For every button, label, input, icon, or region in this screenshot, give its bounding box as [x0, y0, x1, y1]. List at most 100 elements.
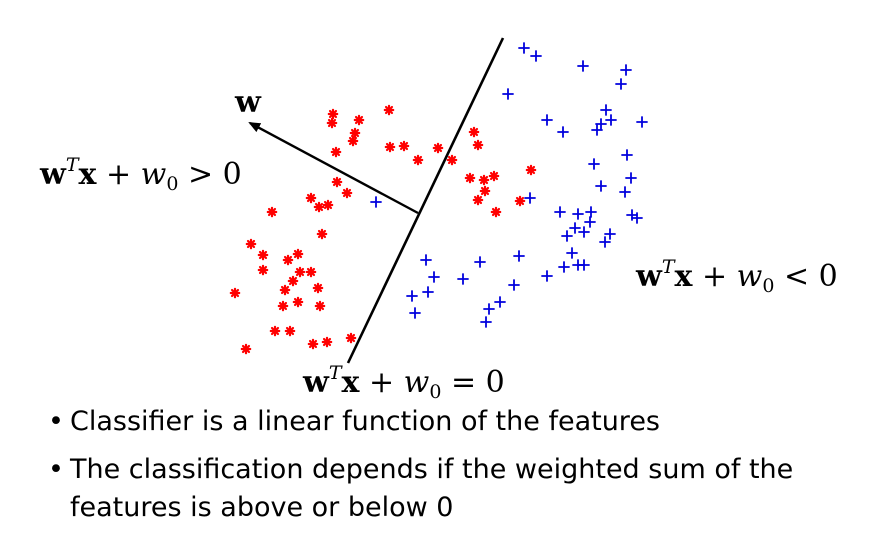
negative-point-marker: [599, 236, 611, 248]
positive-point-marker: [287, 275, 299, 287]
positive-point-marker: [479, 185, 491, 197]
bnd-w: w: [303, 365, 329, 400]
negative-point-marker: [595, 118, 607, 130]
negative-point-marker: [494, 296, 506, 308]
bnd-transpose: T: [328, 362, 342, 384]
positive-point-marker: [468, 126, 480, 138]
classifier-diagram: [229, 37, 648, 364]
negative-point-marker: [409, 307, 421, 319]
neg-sub0: 0: [762, 275, 775, 297]
negative-point-marker: [541, 270, 553, 282]
positive-point-marker: [266, 206, 278, 218]
negative-point-marker: [508, 279, 520, 291]
bullet-text: The classification depends if the weight…: [70, 454, 794, 523]
weight-vector-label: w: [235, 88, 261, 118]
bullet-dot-icon: •: [48, 454, 64, 485]
bnd-plus: +: [359, 365, 404, 400]
negative-point-marker: [422, 286, 434, 298]
positive-point-marker: [384, 141, 396, 153]
negative-point-marker: [561, 230, 573, 242]
positive-point-marker: [305, 192, 317, 204]
positive-point-marker: [312, 282, 324, 294]
negative-point-marker: [370, 196, 382, 208]
pos-sub0: 0: [166, 173, 179, 195]
negative-point-marker: [619, 186, 631, 198]
neg-plus: +: [692, 259, 737, 294]
negative-point-marker: [621, 149, 633, 161]
pos-relation: > 0: [178, 157, 242, 192]
positive-point-marker: [245, 238, 257, 250]
positive-point-marker: [464, 172, 476, 184]
negative-point-marker: [604, 228, 616, 240]
bnd-w0: w: [403, 365, 430, 400]
negative-point-marker: [595, 180, 607, 192]
negative-point-marker: [524, 192, 536, 204]
negative-point-marker: [558, 261, 570, 273]
positive-point-marker: [314, 300, 326, 312]
negative-point-marker: [518, 42, 530, 54]
positive-point-marker: [269, 325, 281, 337]
negative-point-marker: [513, 250, 525, 262]
w-symbol: w: [235, 85, 261, 120]
positive-point-marker: [316, 228, 328, 240]
negative-point-marker: [554, 206, 566, 218]
scatter-points: [229, 42, 648, 355]
positive-point-marker: [229, 287, 241, 299]
positive-point-marker: [327, 108, 339, 120]
neg-x: x: [674, 259, 693, 294]
positive-point-marker: [347, 135, 359, 147]
negative-point-marker: [577, 60, 589, 72]
boundary-label: wTx + w0 = 0: [303, 364, 505, 402]
negative-point-marker: [541, 114, 553, 126]
pos-w: w: [40, 157, 66, 192]
positive-point-marker: [294, 266, 306, 278]
positive-point-marker: [432, 142, 444, 154]
negative-point-marker: [591, 124, 603, 136]
negative-point-marker: [585, 206, 597, 218]
positive-point-marker: [525, 164, 537, 176]
positive-point-marker: [514, 195, 526, 207]
pos-plus: +: [96, 157, 141, 192]
negative-point-marker: [615, 78, 627, 90]
positive-point-marker: [277, 300, 289, 312]
positive-point-marker: [282, 254, 294, 266]
positive-point-marker: [279, 284, 291, 296]
positive-point-marker: [488, 170, 500, 182]
decision-boundary-line: [346, 37, 505, 364]
negative-point-marker: [566, 247, 578, 259]
negative-point-marker: [480, 316, 492, 328]
positive-point-marker: [257, 264, 269, 276]
negative-point-marker: [420, 254, 432, 266]
bnd-x: x: [341, 365, 360, 400]
positive-point-marker: [321, 336, 333, 348]
weight-vector-arrow: [248, 121, 419, 215]
pos-x: x: [78, 157, 97, 192]
bullet-item: • Classifier is a linear function of the …: [48, 403, 858, 441]
negative-point-marker: [578, 259, 590, 271]
pos-w0: w: [140, 157, 167, 192]
bnd-sub0: 0: [429, 381, 442, 403]
negative-point-marker: [572, 208, 584, 220]
negative-point-marker: [620, 64, 632, 76]
positive-point-marker: [341, 187, 353, 199]
positive-point-marker: [292, 296, 304, 308]
positive-point-marker: [349, 127, 361, 139]
pos-transpose: T: [65, 154, 79, 176]
bullet-item: • The classification depends if the weigh…: [48, 451, 858, 527]
positive-point-marker: [330, 146, 342, 158]
positive-point-marker: [412, 154, 424, 166]
negative-point-marker: [625, 172, 637, 184]
positive-point-marker: [322, 199, 334, 211]
negative-point-marker: [569, 222, 581, 234]
positive-point-marker: [446, 154, 458, 166]
positive-point-marker: [331, 176, 343, 188]
positive-point-marker: [383, 104, 395, 116]
positive-point-marker: [292, 248, 304, 260]
positive-point-marker: [478, 174, 490, 186]
positive-region-label: wTx + w0 > 0: [40, 156, 242, 194]
negative-point-marker: [605, 114, 617, 126]
positive-point-marker: [284, 325, 296, 337]
negative-point-marker: [502, 88, 514, 100]
bullet-dot-icon: •: [48, 406, 64, 437]
bnd-relation: = 0: [441, 365, 505, 400]
